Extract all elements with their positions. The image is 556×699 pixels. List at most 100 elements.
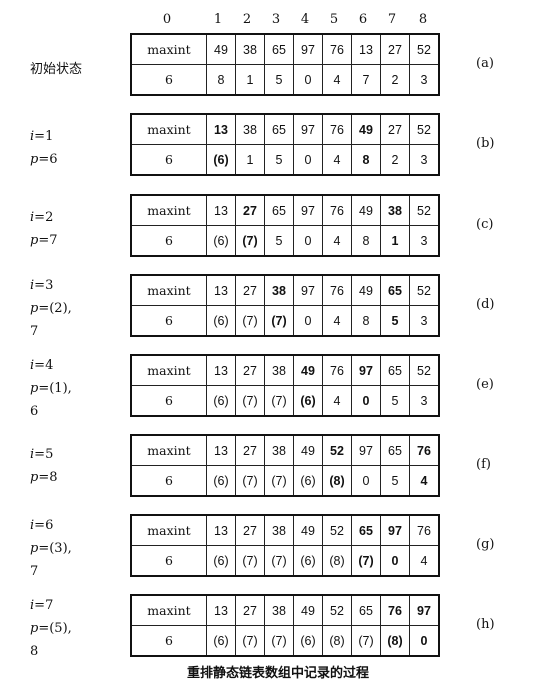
sentinel-cell: 6 bbox=[130, 64, 207, 96]
table-cell: 76 bbox=[322, 194, 352, 226]
key-row: maxint 13 27 38 49 52 97 65 76 bbox=[130, 434, 440, 466]
table-cell: (6) bbox=[293, 385, 323, 417]
table-cell: 1 bbox=[380, 225, 410, 257]
table-cell: 76 bbox=[322, 354, 352, 386]
table-cell: 38 bbox=[264, 594, 294, 626]
table-cell: 97 bbox=[293, 33, 323, 65]
link-row: 6 (6) (7) (7) (6) (8) (7) (8) 0 bbox=[130, 625, 440, 657]
table-cell: 13 bbox=[206, 354, 236, 386]
table-cell: (7) bbox=[264, 545, 294, 577]
sentinel-cell: 6 bbox=[130, 305, 207, 337]
table-cell: 13 bbox=[351, 33, 381, 65]
table-cell: (7) bbox=[264, 465, 294, 497]
sentinel-cell: 6 bbox=[130, 225, 207, 257]
table-cell: 27 bbox=[380, 33, 410, 65]
state-tag: (g) bbox=[476, 537, 495, 552]
table-cell: (7) bbox=[235, 545, 265, 577]
table-cell: 4 bbox=[322, 225, 352, 257]
table-cell: (6) bbox=[206, 625, 236, 657]
table-cell: 76 bbox=[322, 113, 352, 145]
state-table: maxint 13 27 38 49 52 65 76 97 6 (6) (7) (7) (6) (8) (7… bbox=[130, 594, 440, 657]
link-row: 6 (6) 1 5 0 4 8 2 3 bbox=[130, 144, 440, 176]
table-cell: 8 bbox=[351, 225, 381, 257]
table-cell: (7) bbox=[235, 465, 265, 497]
table-cell: 4 bbox=[409, 465, 440, 497]
sentinel-cell: 6 bbox=[130, 144, 207, 176]
state-table: maxint 49 38 65 97 76 13 27 52 6 8 1 5 0 4 7 2 3 bbox=[130, 33, 440, 96]
table-cell: (7) bbox=[351, 625, 381, 657]
table-cell: 13 bbox=[206, 194, 236, 226]
key-row: maxint 13 27 65 97 76 49 38 52 bbox=[130, 194, 440, 226]
table-cell: (6) bbox=[293, 625, 323, 657]
table-cell: 27 bbox=[235, 434, 265, 466]
table-cell: 97 bbox=[293, 113, 323, 145]
sentinel-cell: 6 bbox=[130, 625, 207, 657]
sentinel-cell: maxint bbox=[130, 274, 207, 306]
state-label-line: 7 bbox=[30, 564, 39, 579]
index-header-cell: 8 bbox=[418, 12, 428, 27]
table-cell: 76 bbox=[380, 594, 410, 626]
table-cell: 65 bbox=[264, 33, 294, 65]
table-cell: 4 bbox=[322, 144, 352, 176]
state-table: maxint 13 27 38 97 76 49 65 52 6 (6) (7) (7) 0 4 8 5 3 bbox=[130, 274, 440, 337]
table-cell: (8) bbox=[322, 625, 352, 657]
table-cell: (6) bbox=[293, 545, 323, 577]
sentinel-cell: 6 bbox=[130, 385, 207, 417]
table-cell: 0 bbox=[293, 305, 323, 337]
table-cell: 0 bbox=[351, 385, 381, 417]
table-cell: 0 bbox=[351, 465, 381, 497]
table-cell: 1 bbox=[235, 144, 265, 176]
sentinel-cell: maxint bbox=[130, 113, 207, 145]
table-cell: 5 bbox=[380, 465, 410, 497]
table-cell: 13 bbox=[206, 514, 236, 546]
index-header-cell: 3 bbox=[271, 12, 281, 27]
table-cell: 52 bbox=[409, 354, 440, 386]
index-header-cell: 6 bbox=[358, 12, 368, 27]
table-cell: 38 bbox=[264, 434, 294, 466]
table-cell: (7) bbox=[351, 545, 381, 577]
state-tag: (e) bbox=[476, 377, 494, 392]
table-cell: 27 bbox=[380, 113, 410, 145]
sentinel-cell: maxint bbox=[130, 594, 207, 626]
state-label-line: p=8 bbox=[30, 470, 58, 485]
table-cell: 65 bbox=[351, 514, 381, 546]
table-cell: (8) bbox=[322, 465, 352, 497]
table-cell: 38 bbox=[235, 33, 265, 65]
state-label-line: i=2 bbox=[30, 210, 54, 225]
table-cell: (6) bbox=[293, 465, 323, 497]
table-cell: (7) bbox=[264, 385, 294, 417]
state-table: maxint 13 27 38 49 76 97 65 52 6 (6) (7) (7) (6) 4 0 5 3 bbox=[130, 354, 440, 417]
table-cell: 49 bbox=[293, 354, 323, 386]
table-cell: 13 bbox=[206, 594, 236, 626]
table-cell: 65 bbox=[264, 113, 294, 145]
state-tag: (c) bbox=[476, 217, 494, 232]
table-cell: (6) bbox=[206, 385, 236, 417]
table-cell: 7 bbox=[351, 64, 381, 96]
state-label-line: i=1 bbox=[30, 129, 54, 144]
link-row: 6 (6) (7) (7) (6) 4 0 5 3 bbox=[130, 385, 440, 417]
state-tag: (b) bbox=[476, 136, 495, 151]
table-cell: (8) bbox=[322, 545, 352, 577]
state-label-line: 8 bbox=[30, 644, 39, 659]
table-cell: 5 bbox=[264, 64, 294, 96]
table-cell: 27 bbox=[235, 514, 265, 546]
table-cell: 38 bbox=[264, 354, 294, 386]
state-tag: (d) bbox=[476, 297, 495, 312]
state-label-line: p=7 bbox=[30, 233, 58, 248]
state-table: maxint 13 27 38 49 52 97 65 76 6 (6) (7) (7) (6) (8) 0 5… bbox=[130, 434, 440, 497]
key-row: maxint 13 27 38 49 52 65 97 76 bbox=[130, 514, 440, 546]
table-cell: 5 bbox=[264, 225, 294, 257]
table-cell: 65 bbox=[264, 194, 294, 226]
table-cell: 5 bbox=[380, 385, 410, 417]
table-cell: 3 bbox=[409, 385, 440, 417]
table-cell: 97 bbox=[293, 194, 323, 226]
state-tag: (f) bbox=[476, 457, 491, 472]
sentinel-cell: maxint bbox=[130, 194, 207, 226]
state-table: maxint 13 27 38 49 52 65 97 76 6 (6) (7) (7) (6) (8) (7… bbox=[130, 514, 440, 577]
table-cell: (7) bbox=[235, 225, 265, 257]
table-cell: 13 bbox=[206, 274, 236, 306]
table-cell: 8 bbox=[351, 144, 381, 176]
table-cell: 3 bbox=[409, 64, 440, 96]
state-label-line: 7 bbox=[30, 324, 39, 339]
table-cell: 52 bbox=[409, 194, 440, 226]
